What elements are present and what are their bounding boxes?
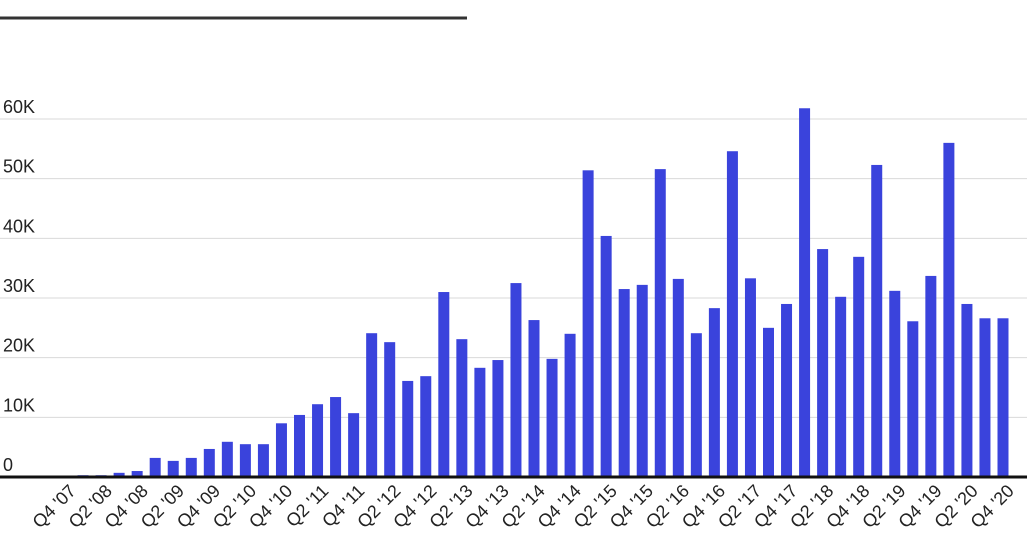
- bar: [564, 333, 576, 477]
- bar: [420, 376, 432, 477]
- bar: [582, 170, 594, 477]
- bar: [348, 413, 360, 477]
- bar: [167, 460, 179, 477]
- bar: [708, 308, 720, 477]
- y-tick-label: 60K: [3, 97, 35, 117]
- bar: [113, 472, 125, 477]
- bar: [239, 444, 251, 477]
- bar: [997, 318, 1009, 477]
- bar: [275, 423, 287, 477]
- bar: [726, 151, 738, 477]
- bar: [312, 404, 324, 477]
- bar: [438, 292, 450, 477]
- bar: [384, 342, 396, 477]
- y-tick-label: 50K: [3, 157, 35, 177]
- bar: [943, 142, 955, 477]
- bar: [456, 339, 468, 477]
- y-tick-label: 20K: [3, 336, 35, 356]
- y-tick-label: 10K: [3, 395, 35, 415]
- bar: [654, 169, 666, 477]
- bar: [853, 256, 865, 477]
- bar: [257, 444, 269, 477]
- y-tick-label: 30K: [3, 276, 35, 296]
- bar: [492, 360, 504, 477]
- bar: [744, 278, 756, 477]
- bar: [510, 283, 522, 477]
- bar: [835, 296, 847, 477]
- bar: [366, 333, 378, 477]
- bar: [672, 278, 684, 477]
- bar: [330, 397, 342, 477]
- bar: [402, 380, 414, 477]
- bar: [961, 303, 973, 477]
- bar: [636, 284, 648, 477]
- y-tick-label: 0: [3, 455, 13, 475]
- bar: [690, 333, 702, 477]
- bar: [799, 108, 811, 477]
- bar: [203, 448, 215, 477]
- y-tick-label: 40K: [3, 216, 35, 236]
- bar: [618, 289, 630, 477]
- bar: [979, 318, 991, 477]
- bar: [474, 367, 486, 477]
- bar: [131, 471, 143, 477]
- bar: [149, 457, 161, 477]
- bar: [600, 235, 612, 477]
- bar: [889, 290, 901, 477]
- bar: [817, 249, 829, 477]
- bar: [528, 320, 540, 477]
- bar: [907, 321, 919, 477]
- bar: [871, 164, 883, 477]
- bar: [185, 457, 197, 477]
- bar: [546, 358, 558, 477]
- bar: [294, 414, 305, 477]
- bar: [925, 275, 937, 477]
- bar: [781, 303, 793, 477]
- bar: [763, 327, 774, 477]
- bar: [221, 441, 233, 477]
